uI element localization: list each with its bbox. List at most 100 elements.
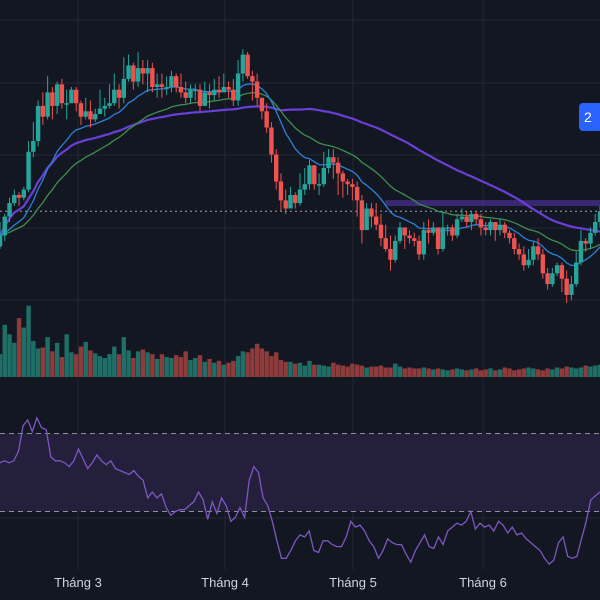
volume-bar xyxy=(35,348,41,377)
candle-body xyxy=(588,232,593,244)
volume-bar xyxy=(73,354,79,377)
volume-bar xyxy=(340,365,346,377)
volume-bar xyxy=(535,369,541,377)
volume-bar xyxy=(288,361,293,377)
candle-body xyxy=(45,92,50,117)
volume-bar xyxy=(140,349,146,377)
volume-bar xyxy=(226,362,231,377)
candle-body xyxy=(383,238,388,249)
candle-body xyxy=(135,68,141,82)
candle-body xyxy=(573,262,579,285)
volume-bar xyxy=(193,358,198,377)
candle-body xyxy=(35,105,41,141)
candle-body xyxy=(12,195,17,204)
price-candles[interactable] xyxy=(0,49,600,303)
volume-bar xyxy=(64,334,69,377)
candle-body xyxy=(107,103,112,106)
candle-body xyxy=(469,213,474,222)
candle-body xyxy=(345,181,350,185)
candle-body xyxy=(54,84,60,106)
volume-bar xyxy=(45,337,50,377)
candle-body xyxy=(121,78,127,98)
candle-body xyxy=(473,213,479,220)
candle-body xyxy=(150,68,155,87)
candle-body xyxy=(278,181,284,201)
candle-body xyxy=(350,184,355,187)
candle-body xyxy=(445,227,450,229)
last-price-tag: 2 xyxy=(579,103,600,131)
volume-bar xyxy=(250,348,255,377)
volume-bar xyxy=(212,362,217,377)
candle-body xyxy=(373,216,379,225)
volume-bar xyxy=(0,354,3,377)
candle-body xyxy=(459,216,465,220)
rsi-line xyxy=(0,416,600,566)
rsi-pane[interactable] xyxy=(0,416,600,566)
volume-bar xyxy=(483,369,488,377)
volume-bar xyxy=(78,346,84,377)
candle-body xyxy=(416,240,422,255)
volume-bar xyxy=(26,305,31,377)
candle-body xyxy=(364,208,369,231)
candle-body xyxy=(331,157,336,163)
candle-body xyxy=(478,219,484,228)
volume-bar xyxy=(273,352,279,377)
candle-body xyxy=(540,254,546,274)
candle-body xyxy=(321,168,327,185)
volume-bar xyxy=(69,352,74,377)
candle-body xyxy=(2,216,7,236)
volume-bar xyxy=(164,357,169,377)
candle-body xyxy=(0,235,3,247)
candle-body xyxy=(131,65,136,82)
candle-body xyxy=(193,89,198,92)
candle-body xyxy=(454,219,460,236)
candle-body xyxy=(397,227,403,241)
candle-body xyxy=(335,162,341,174)
candle-body xyxy=(421,230,427,255)
candle-body xyxy=(493,222,498,231)
candle-body xyxy=(288,195,293,209)
volume-bar xyxy=(54,342,60,377)
volume-bar xyxy=(369,366,374,377)
volume-bar xyxy=(221,364,227,377)
candle-body xyxy=(169,76,174,87)
volume-bar xyxy=(102,358,107,377)
candle-body xyxy=(426,230,431,233)
volume-bar xyxy=(421,367,427,377)
volume-bar xyxy=(335,364,341,377)
candle-body xyxy=(183,92,188,98)
volume-bar xyxy=(393,363,398,377)
candle-body xyxy=(297,189,303,204)
candle-body xyxy=(259,97,265,112)
volume-bar xyxy=(7,334,12,377)
candle-body xyxy=(159,84,165,87)
volume-bar xyxy=(578,367,584,377)
volume-bar xyxy=(554,367,560,377)
candle-body xyxy=(488,222,493,231)
volume-bar xyxy=(173,355,179,377)
volume-bar xyxy=(240,351,246,377)
candle-body xyxy=(593,222,598,233)
candle-body xyxy=(164,87,169,89)
candle-body xyxy=(578,240,584,263)
ma-slow-line xyxy=(0,105,600,237)
volume-bar xyxy=(459,369,465,377)
volume-bar xyxy=(188,359,193,377)
candle-body xyxy=(7,203,12,217)
volume-bar xyxy=(283,361,288,377)
volume-bar xyxy=(178,357,184,377)
volume-bar xyxy=(254,343,260,377)
volume-bar xyxy=(264,351,269,377)
volume-bar xyxy=(550,369,555,377)
candle-body xyxy=(597,211,600,222)
candle-body xyxy=(16,195,22,198)
volume-bar xyxy=(216,360,222,377)
volume-bar xyxy=(469,369,474,377)
volume-bar xyxy=(388,367,393,377)
x-tick-label: Tháng 5 xyxy=(329,575,377,590)
volume-bar xyxy=(564,366,569,377)
volume-bar xyxy=(40,347,46,377)
volume-bar xyxy=(359,365,365,377)
volume-bar xyxy=(97,356,103,377)
